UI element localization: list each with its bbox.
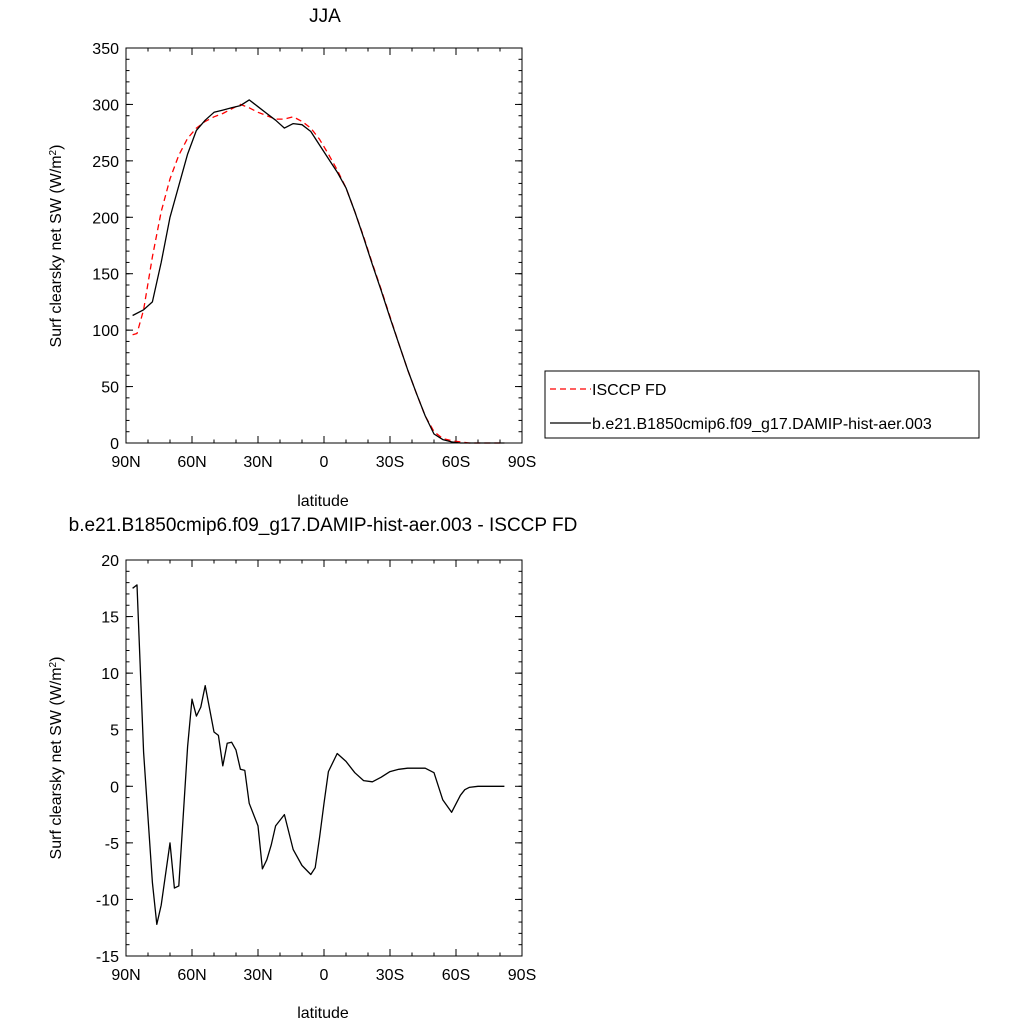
top-y-label-close: ) bbox=[48, 145, 65, 150]
top-x-tick-label: 30N bbox=[243, 454, 272, 471]
bottom-x-tick-label: 0 bbox=[320, 967, 329, 984]
bottom-y-tick-label: 10 bbox=[101, 666, 119, 683]
top-x-tick-label: 30S bbox=[376, 454, 404, 471]
top-y-tick-label: 150 bbox=[92, 267, 119, 284]
bottom-x-tick-label: 90N bbox=[111, 967, 140, 984]
bottom-y-tick-label: -15 bbox=[96, 949, 119, 966]
top-y-tick-label: 300 bbox=[92, 97, 119, 114]
bottom-y-tick-label: -10 bbox=[96, 892, 119, 909]
top-plot-frame bbox=[125, 47, 523, 444]
bottom-y-label-sup: 2 bbox=[48, 661, 59, 667]
top-series-line-1 bbox=[132, 99, 505, 444]
top-y-tick-label: 0 bbox=[110, 436, 119, 453]
bottom-x-tick-label: 60S bbox=[442, 967, 470, 984]
top-x-tick-label: 60N bbox=[177, 454, 206, 471]
bottom-y-tick-label: -5 bbox=[105, 836, 119, 853]
top-x-tick-label: 90S bbox=[508, 454, 536, 471]
bottom-series-line-0 bbox=[132, 584, 505, 925]
bottom-x-tick-label: 60N bbox=[177, 967, 206, 984]
legend-label-model: b.e21.B1850cmip6.f09_g17.DAMIP-hist-aer.… bbox=[592, 416, 932, 433]
top-y-tick-label: 50 bbox=[101, 380, 119, 397]
top-y-label-sup: 2 bbox=[48, 149, 59, 155]
top-y-tick-label: 250 bbox=[92, 154, 119, 171]
top-y-axis-label: Surf clearsky net SW (W/m2) bbox=[48, 145, 66, 348]
bottom-y-label-main: Surf clearsky net SW (W/m bbox=[48, 667, 65, 859]
top-y-tick-label: 350 bbox=[92, 41, 119, 58]
top-y-tick-label: 200 bbox=[92, 210, 119, 227]
top-y-tick-label: 100 bbox=[92, 323, 119, 340]
bottom-x-axis-label: latitude bbox=[297, 1005, 349, 1022]
legend-box bbox=[544, 370, 980, 439]
bottom-y-tick-label: 15 bbox=[101, 610, 119, 627]
bottom-y-label-close: ) bbox=[48, 657, 65, 662]
top-x-tick-label: 90N bbox=[111, 454, 140, 471]
bottom-y-tick-label: 20 bbox=[101, 553, 119, 570]
legend-label-isccp: ISCCP FD bbox=[592, 382, 666, 399]
top-y-label-main: Surf clearsky net SW (W/m bbox=[48, 155, 65, 347]
legend: ISCCP FD b.e21.B1850cmip6.f09_g17.DAMIP-… bbox=[544, 370, 980, 439]
bottom-plot-area: -15 -10 -5 0 5 10 15 20 90N 60N 30N 0 30S 60S 90S bbox=[96, 553, 536, 984]
top-x-axis-label: latitude bbox=[297, 493, 349, 510]
bottom-y-axis-label: Surf clearsky net SW (W/m2) bbox=[48, 657, 66, 860]
top-chart-title: JJA bbox=[309, 6, 341, 27]
top-x-tick-label: 60S bbox=[442, 454, 470, 471]
bottom-x-tick-label: 30N bbox=[243, 967, 272, 984]
bottom-y-tick-label: 0 bbox=[110, 779, 119, 796]
top-series-line-0 bbox=[132, 103, 505, 444]
top-plot-area: 0 50 100 150 200 250 300 350 90N 60N 30N 0 30S 60S 90S bbox=[92, 41, 536, 471]
bottom-chart-title: b.e21.B1850cmip6.f09_g17.DAMIP-hist-aer.… bbox=[69, 515, 578, 536]
bottom-y-tick-label: 5 bbox=[110, 723, 119, 740]
bottom-x-tick-label: 30S bbox=[376, 967, 404, 984]
bottom-x-tick-label: 90S bbox=[508, 967, 536, 984]
bottom-plot-frame bbox=[125, 559, 523, 957]
top-x-tick-label: 0 bbox=[320, 454, 329, 471]
